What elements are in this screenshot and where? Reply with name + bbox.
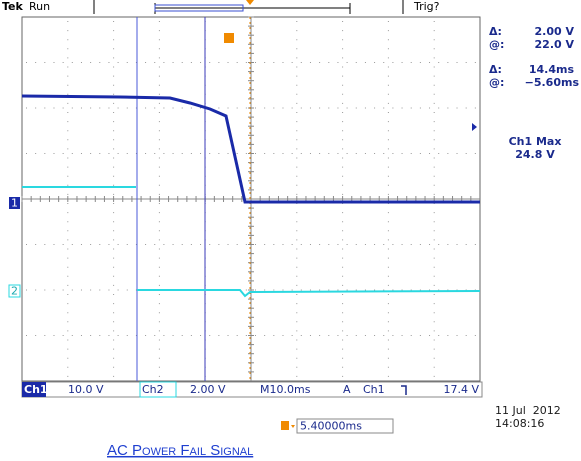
ch2-trace bbox=[22, 186, 481, 298]
trigger-icon-arrow bbox=[291, 425, 295, 428]
trigger-marker bbox=[224, 33, 234, 43]
ch1-marker bbox=[9, 197, 20, 209]
brand: Tek bbox=[2, 0, 24, 13]
trigger-icon bbox=[281, 421, 289, 430]
time: 14:08:16 bbox=[495, 417, 544, 430]
ch1-scale: 10.0 V bbox=[68, 383, 104, 396]
ch1-badge bbox=[22, 382, 46, 397]
trigger-offset: 5.40000ms bbox=[300, 420, 362, 433]
readout-value: 14.4ms bbox=[529, 63, 575, 76]
ch1-marker-label: 1 bbox=[11, 197, 18, 210]
readout-value: 22.0 V bbox=[535, 38, 575, 51]
trigger-mode: A bbox=[343, 383, 351, 396]
run-status: Run bbox=[29, 0, 50, 13]
trigger-status: Trig? bbox=[413, 0, 440, 13]
ch2-label: Ch2 bbox=[142, 383, 164, 396]
readout-label: Δ: bbox=[489, 63, 502, 76]
graticule bbox=[21, 16, 481, 382]
date: 11 Jul 2012 bbox=[495, 404, 561, 417]
ch2-badge bbox=[139, 381, 177, 398]
offset-box bbox=[296, 418, 394, 434]
pointer bbox=[472, 123, 477, 131]
ch2-marker bbox=[8, 284, 21, 298]
measure-name: Ch1 Max bbox=[509, 135, 562, 148]
measure-value: 24.8 V bbox=[515, 148, 555, 161]
slope-icon bbox=[401, 385, 407, 395]
readout-label: @: bbox=[489, 76, 504, 89]
caption[interactable]: AC Power Fail Signal bbox=[107, 442, 253, 459]
readout-value: 2.00 V bbox=[535, 25, 575, 38]
readout-label: @: bbox=[489, 38, 504, 51]
ch1-trace bbox=[21, 94, 480, 204]
trigger-level: 17.4 V bbox=[443, 383, 479, 396]
ch2-marker-label: 2 bbox=[11, 285, 18, 298]
ch1-label: Ch1 bbox=[24, 383, 48, 396]
trigger-arrow bbox=[246, 0, 254, 5]
readout-label: Δ: bbox=[489, 25, 502, 38]
readout-value: −5.60ms bbox=[525, 76, 580, 89]
timebase: M10.0ms bbox=[260, 383, 311, 396]
ch2-scale: 2.00 V bbox=[190, 383, 226, 396]
record-window bbox=[154, 4, 244, 12]
trigger-source: Ch1 bbox=[363, 383, 385, 396]
